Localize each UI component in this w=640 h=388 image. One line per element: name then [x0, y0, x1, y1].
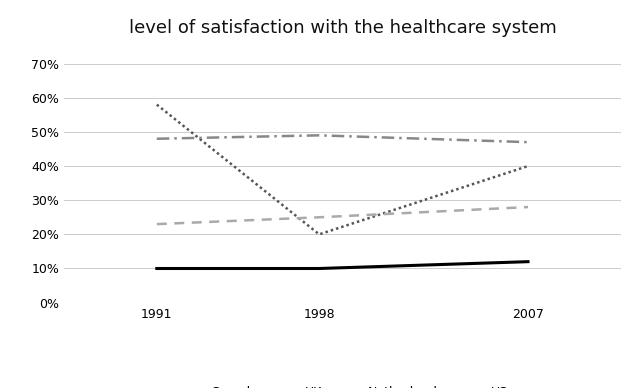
Line: Canada: Canada [157, 105, 528, 234]
Title: level of satisfaction with the healthcare system: level of satisfaction with the healthcar… [129, 19, 556, 37]
Line: US: US [157, 262, 528, 268]
US [524, 259, 532, 264]
UK [524, 205, 532, 210]
UK [153, 222, 161, 227]
Line: Netherlands: Netherlands [157, 135, 528, 142]
Netherlands [153, 137, 161, 141]
Canada [153, 102, 161, 107]
US [316, 266, 323, 271]
UK [316, 215, 323, 220]
Line: UK: UK [157, 207, 528, 224]
Netherlands [316, 133, 323, 138]
Netherlands [524, 140, 532, 144]
Canada [524, 164, 532, 168]
Canada [316, 232, 323, 237]
Legend: Canada, UK, Netherlands, US: Canada, UK, Netherlands, US [172, 381, 513, 388]
US [153, 266, 161, 271]
